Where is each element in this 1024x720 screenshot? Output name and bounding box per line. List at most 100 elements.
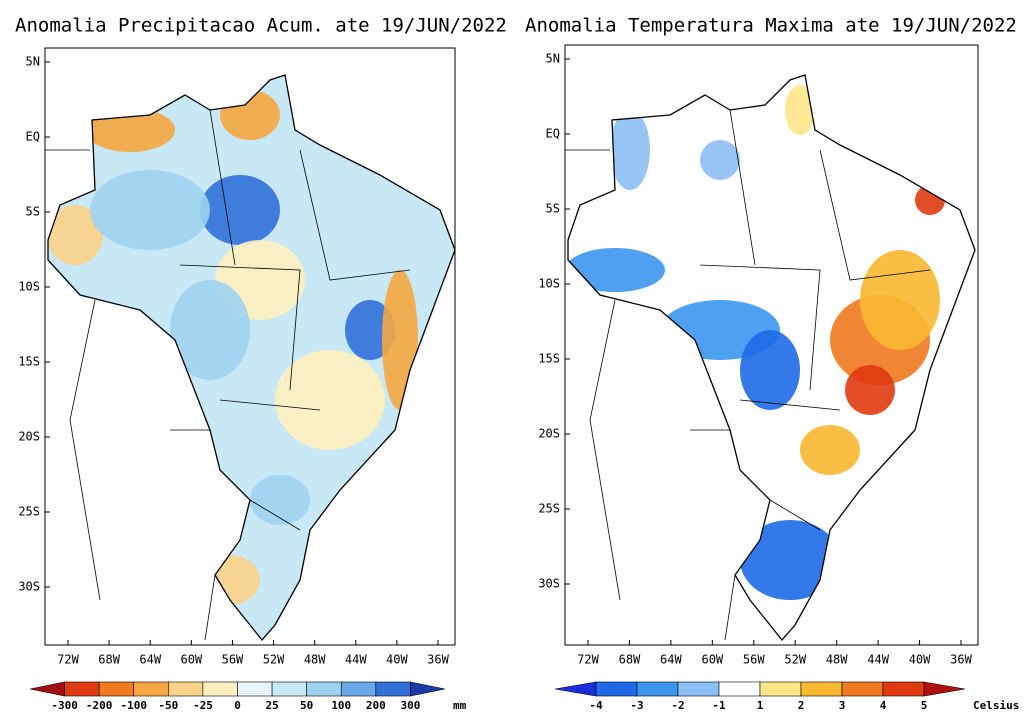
lon-label: 64W	[139, 653, 161, 667]
lon-label: 40W	[386, 653, 408, 667]
lat-label: 5N	[546, 52, 560, 66]
anomaly-blob	[610, 110, 650, 190]
state-borders	[699, 109, 931, 531]
colorbar-label: 50	[300, 699, 313, 712]
colorbar-unit: mm	[453, 699, 467, 712]
colorbar-label: 0	[234, 699, 241, 712]
colorbar-label: -25	[193, 699, 213, 712]
anomaly-field	[568, 75, 975, 640]
colorbar-bin	[759, 681, 802, 697]
colorbar-label: 5	[921, 699, 928, 712]
lon-label: 40W	[909, 653, 931, 667]
colorbar-label: -2	[671, 699, 684, 712]
lat-label: 10S	[18, 280, 40, 294]
brazil-outline	[47, 74, 456, 642]
lat-label: 20S	[538, 427, 560, 441]
anomaly-blob	[170, 280, 250, 380]
colorbar-label: -200	[86, 699, 113, 712]
anomaly-blob	[320, 190, 420, 250]
lat-label: 25S	[18, 505, 40, 519]
lat-label: 25S	[538, 502, 560, 516]
anomaly-blob	[48, 205, 103, 265]
country-borders	[565, 149, 736, 641]
lon-label: 72W	[57, 653, 79, 667]
colorbar-label: 2	[798, 699, 805, 712]
anomaly-blob	[740, 520, 840, 600]
anomaly-blob	[275, 350, 385, 450]
lat-label: 5S	[546, 202, 560, 216]
lon-label: 68W	[98, 653, 120, 667]
colorbar-bin	[98, 681, 135, 697]
anomaly-blob	[700, 140, 740, 180]
colorbar-end	[410, 681, 446, 697]
colorbar-label: 100	[331, 699, 351, 712]
lat-label: 30S	[18, 580, 40, 594]
lon-label: 60W	[180, 653, 202, 667]
colorbar-bin	[636, 681, 679, 697]
anomaly-blob	[740, 330, 800, 410]
colorbar-unit: Celsius	[973, 699, 1019, 712]
colorbar-label: 25	[265, 699, 278, 712]
colorbar-label: 4	[880, 699, 887, 712]
lon-label: 48W	[826, 653, 848, 667]
anomaly-blob	[800, 425, 860, 475]
colorbar-bin	[237, 681, 273, 697]
colorbar-label: 3	[839, 699, 846, 712]
colorbar-bin	[677, 681, 720, 697]
colorbar-bin	[271, 681, 307, 697]
anomaly-blob	[860, 250, 940, 350]
lat-label: 30S	[538, 577, 560, 591]
colorbar-bin	[202, 681, 238, 697]
colorbar-end	[29, 681, 65, 697]
lon-label: 36W	[427, 653, 449, 667]
colorbar-label: -100	[121, 699, 148, 712]
colorbar-label: -300	[51, 699, 78, 712]
lat-label: EQ	[26, 130, 40, 144]
colorbar-bin	[340, 681, 377, 697]
lon-label: 56W	[222, 653, 244, 667]
lon-label: 48W	[304, 653, 326, 667]
colorbar-bin	[595, 681, 638, 697]
lat-label: 20S	[18, 430, 40, 444]
lon-label: 36W	[950, 653, 972, 667]
lon-label: 64W	[660, 653, 682, 667]
lon-label: 72W	[577, 653, 599, 667]
lon-label: 44W	[345, 653, 367, 667]
colorbar-bin	[306, 681, 342, 697]
lat-label: 5S	[26, 205, 40, 219]
anomaly-blob	[568, 248, 665, 292]
colorbar-bin	[718, 681, 761, 697]
colorbar-end	[923, 681, 966, 697]
colorbar-end	[554, 681, 597, 697]
lon-label: 56W	[743, 653, 765, 667]
colorbar-label: 200	[366, 699, 386, 712]
anomaly-blob	[90, 170, 210, 250]
lat-label: 15S	[538, 352, 560, 366]
anomaly-blob	[785, 85, 815, 135]
lat-label: 5N	[26, 55, 40, 69]
anomaly-field	[48, 75, 455, 640]
colorbar-label: 1	[757, 699, 764, 712]
colorbar-bin	[168, 681, 204, 697]
colorbar-bin	[882, 681, 925, 697]
anomaly-blob	[250, 475, 310, 525]
lat-label: 10S	[538, 277, 560, 291]
colorbar-label: -50	[158, 699, 178, 712]
lon-label: 60W	[701, 653, 723, 667]
lon-label: 52W	[263, 653, 285, 667]
colorbar-label: -1	[712, 699, 726, 712]
panel-title: Anomalia Temperatura Maxima ate 19/JUN/2…	[525, 15, 1017, 37]
anomaly-blob	[845, 365, 895, 415]
country-borders	[45, 149, 216, 641]
lon-label: 52W	[784, 653, 806, 667]
colorbar-bin	[841, 681, 884, 697]
colorbar-label: 300	[400, 699, 420, 712]
state-borders	[179, 109, 411, 531]
colorbar-bin	[133, 681, 169, 697]
lon-label: 68W	[619, 653, 641, 667]
anomaly-blob	[200, 175, 280, 245]
colorbar-bin	[800, 681, 843, 697]
colorbar-label: -3	[630, 699, 643, 712]
lat-label: EQ	[546, 127, 560, 141]
